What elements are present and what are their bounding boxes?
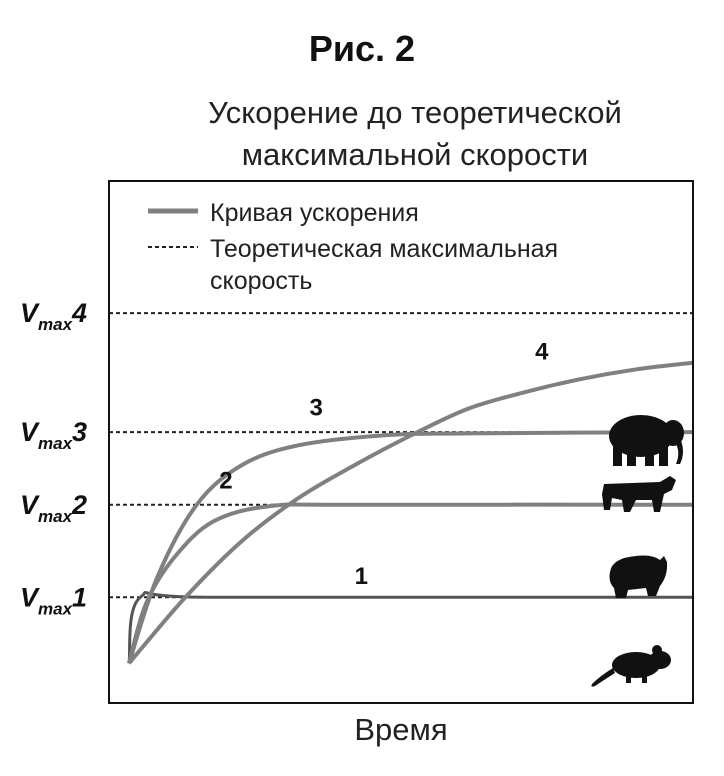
curve-label-3: 3 [309,395,322,422]
cow-icon [602,476,676,512]
elephant-icon [609,415,684,466]
vmax-label-4: Vmax4 [20,298,87,334]
chart-title: Ускорение до теоретической максимальной … [208,95,622,172]
bear-cub-icon [609,555,668,598]
mouse-icon [591,645,671,687]
curve-label-4: 4 [535,338,549,365]
legend-label-vmax: Теоретическая максимальная скорость [210,235,558,295]
vmax-label-3: Vmax3 [20,417,87,453]
curve-4 [127,360,693,665]
curve-label-1: 1 [355,563,368,590]
figure-label: Рис. 2 [308,28,416,69]
curve-labels: 1 2 3 4 [219,338,549,590]
vmax-label-1: Vmax1 [20,582,87,618]
y-axis-labels: Vmax1 Vmax2 Vmax3 Vmax4 [20,298,87,618]
vmax-label-2: Vmax2 [20,490,87,526]
curve-2 [127,502,693,664]
curve-3 [127,430,693,664]
x-axis-label: Время [354,712,448,747]
curve-label-2: 2 [219,467,232,494]
plot-frame [108,180,694,704]
curve-1 [127,590,693,664]
legend: Кривая ускорения Теоретическая максималь… [148,199,558,295]
curves [127,360,693,665]
reference-lines [109,312,693,599]
legend-label-curve: Кривая ускорения [210,199,419,227]
